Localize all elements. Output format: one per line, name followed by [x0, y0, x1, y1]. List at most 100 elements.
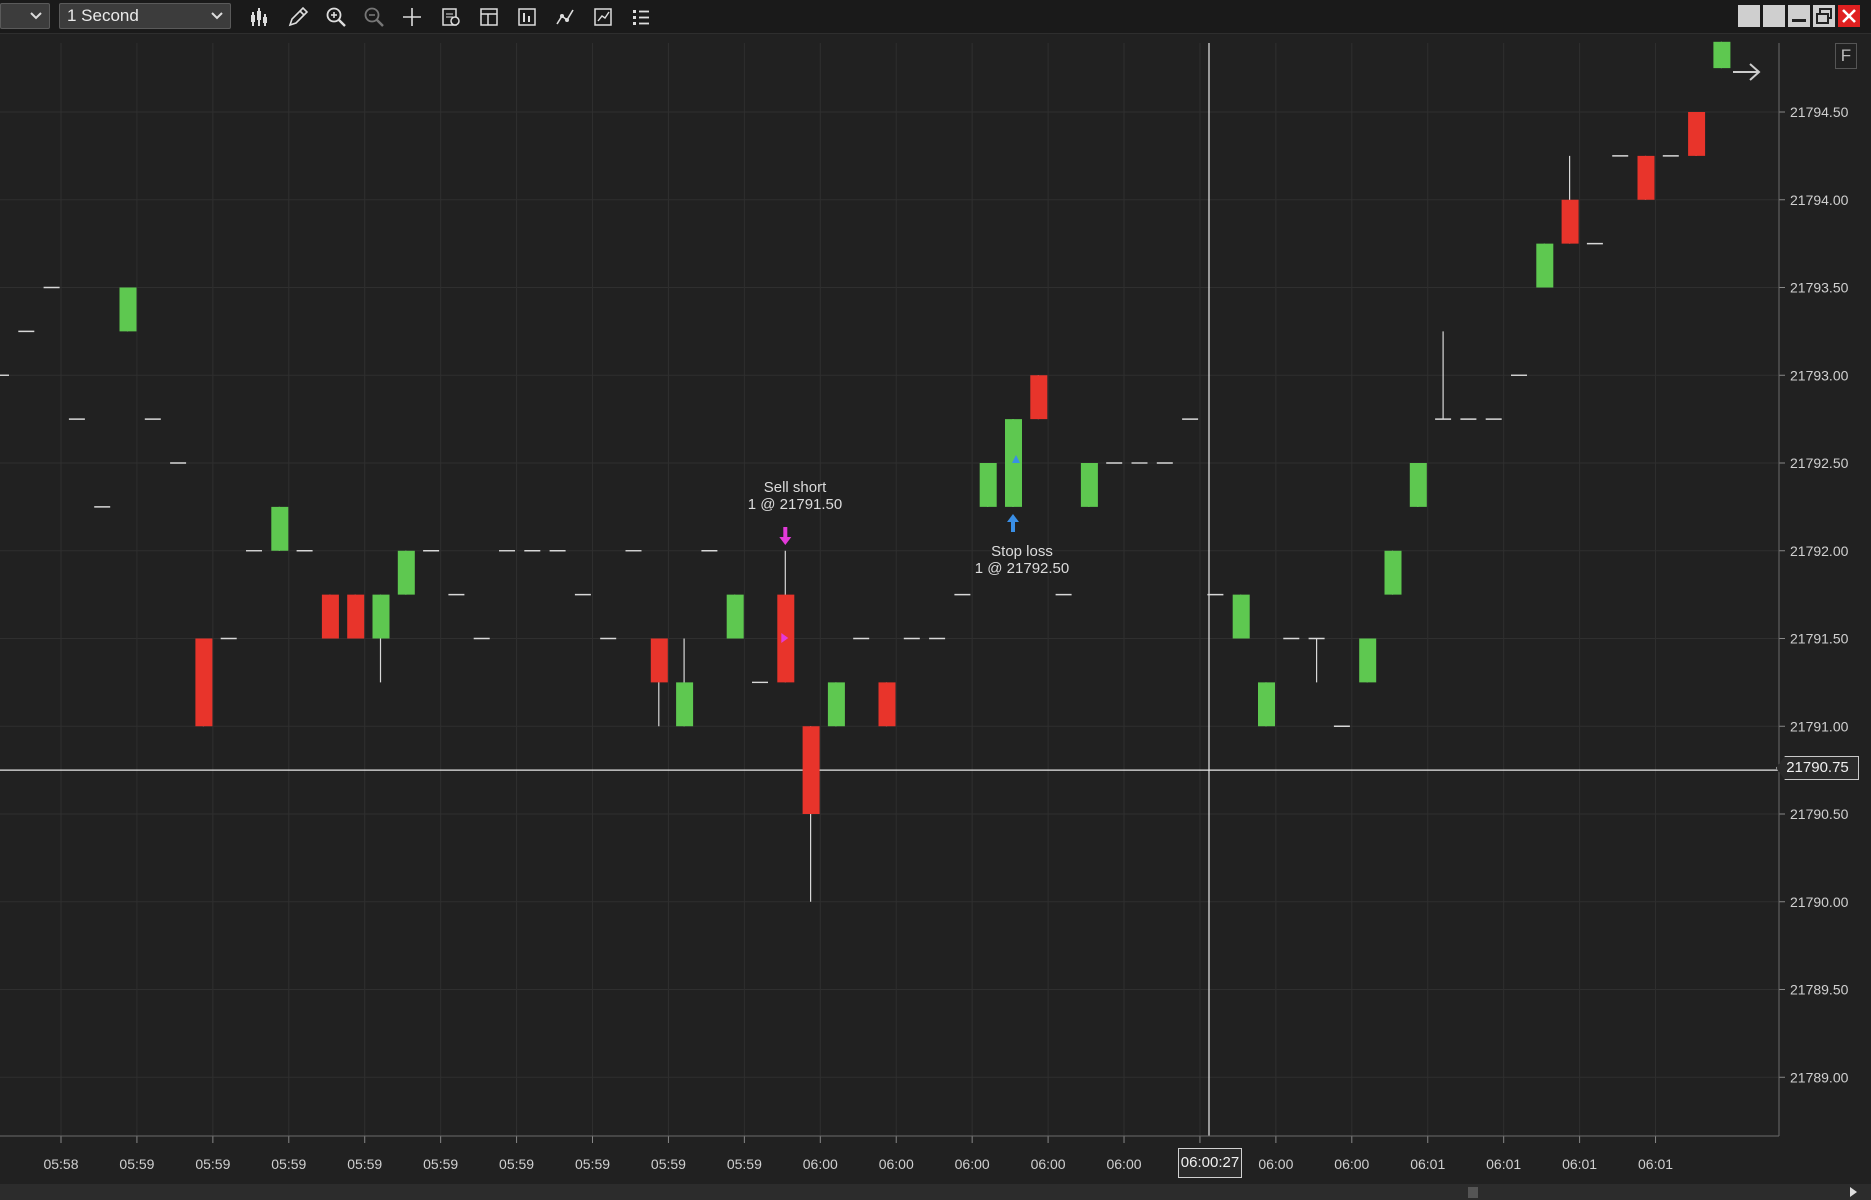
chevron-down-icon: [29, 4, 43, 35]
candle-body: [1030, 375, 1048, 420]
candle: [119, 287, 137, 332]
candle-body: [321, 594, 339, 639]
candle: [195, 638, 213, 727]
candle: [878, 682, 896, 727]
candle: [1080, 463, 1098, 507]
y-tick-label: 21794.00: [1790, 192, 1849, 208]
candle: [827, 682, 845, 727]
x-tick-label: 06:00: [803, 1156, 838, 1172]
fix-scale-button[interactable]: F: [1835, 43, 1857, 69]
x-tick-label: 05:59: [347, 1156, 382, 1172]
candle-body: [827, 682, 845, 727]
scroll-to-end-arrow-icon[interactable]: [1730, 60, 1764, 84]
candle: [777, 550, 795, 683]
tile-icon[interactable]: [1763, 5, 1785, 27]
candle: [1688, 112, 1706, 156]
x-tick-label: 06:00: [879, 1156, 914, 1172]
candle-body: [979, 463, 997, 507]
chevron-down-icon: [210, 4, 224, 35]
bar-type-icon[interactable]: [246, 4, 274, 30]
x-tick-label: 05:59: [423, 1156, 458, 1172]
x-tick-label: 06:01: [1410, 1156, 1445, 1172]
y-tick-label: 21792.00: [1790, 543, 1849, 559]
restore-icon[interactable]: [1813, 5, 1835, 27]
x-tick-label: 06:01: [1638, 1156, 1673, 1172]
sell-short-annotation: Sell short 1 @ 21791.50: [735, 479, 855, 513]
candle: [650, 638, 668, 727]
candle: [372, 594, 390, 683]
y-tick-label: 21789.00: [1790, 1069, 1849, 1085]
stop-loss-annotation: Stop loss 1 @ 21792.50: [962, 543, 1082, 577]
chart-trader-icon[interactable]: [513, 4, 541, 30]
minimize-icon[interactable]: [1788, 5, 1810, 27]
interval-value: 1 Second: [67, 6, 139, 25]
strategies-icon[interactable]: [589, 4, 617, 30]
candle-body: [1688, 112, 1706, 156]
candle-body: [726, 594, 744, 639]
x-tick-label: 05:59: [195, 1156, 230, 1172]
candle: [1384, 550, 1402, 595]
x-tick-label: 05:58: [43, 1156, 78, 1172]
instrument-selector[interactable]: [0, 3, 50, 29]
indicators-icon[interactable]: [551, 4, 579, 30]
candle-body: [271, 506, 289, 551]
y-tick-label: 21789.50: [1790, 982, 1849, 998]
candle: [802, 726, 820, 902]
crosshair-icon[interactable]: [398, 4, 426, 30]
candle-body: [1536, 243, 1554, 288]
x-tick-label: 06:00: [1031, 1156, 1066, 1172]
candle: [676, 638, 694, 727]
y-tick-label: 21792.50: [1790, 455, 1849, 471]
y-tick-label: 21794.50: [1790, 104, 1849, 120]
candle-body: [802, 726, 820, 814]
x-tick-label: 06:00: [1106, 1156, 1141, 1172]
candle: [1359, 638, 1377, 683]
candle-body: [1359, 638, 1377, 683]
properties-icon[interactable]: [437, 4, 465, 30]
tile-icon[interactable]: [1738, 5, 1760, 27]
x-tick-label: 05:59: [575, 1156, 610, 1172]
y-tick-label: 21793.50: [1790, 280, 1849, 296]
horizontal-scrollbar[interactable]: [0, 1184, 1871, 1200]
interval-selector[interactable]: 1 Second: [59, 3, 231, 29]
candle: [347, 594, 365, 639]
x-tick-label: 06:00: [1258, 1156, 1293, 1172]
x-tick-label: 06:00: [955, 1156, 990, 1172]
y-tick-label: 21790.00: [1790, 894, 1849, 910]
x-tick-label: 06:00: [1334, 1156, 1369, 1172]
templates-icon[interactable]: [475, 4, 503, 30]
candle: [1232, 594, 1250, 639]
close-icon[interactable]: [1838, 5, 1860, 27]
candle-body: [1561, 199, 1579, 244]
candle-body: [676, 682, 694, 727]
candle: [1637, 155, 1655, 200]
scroll-right-icon[interactable]: [1847, 1186, 1859, 1198]
candle-body: [650, 638, 668, 683]
stop-loss-label: Stop loss: [991, 543, 1053, 560]
zoom-out-icon[interactable]: [360, 4, 388, 30]
candle-body: [1232, 594, 1250, 639]
candle: [397, 550, 415, 595]
candle-body: [1258, 682, 1275, 727]
y-tick-label: 21790.50: [1790, 806, 1849, 822]
scrollbar-thumb[interactable]: [1468, 1187, 1478, 1198]
candle: [1561, 155, 1579, 244]
candle-body: [195, 638, 213, 727]
candle-body: [1713, 41, 1731, 69]
x-tick-label: 05:59: [727, 1156, 762, 1172]
zoom-in-icon[interactable]: [322, 4, 350, 30]
candle: [1308, 637, 1325, 683]
price-chart[interactable]: 21794.50 21794.00 21793.50 21793.00 21792.50…: [0, 33, 1871, 1184]
candle-body: [372, 594, 390, 639]
candle: [1409, 463, 1427, 507]
candle: [1030, 375, 1048, 420]
candle: [1258, 682, 1275, 727]
draw-pencil-icon[interactable]: [284, 4, 312, 30]
x-tick-label: 06:01: [1562, 1156, 1597, 1172]
candle-body: [1080, 463, 1098, 507]
y-tick-label: 21793.00: [1790, 367, 1849, 383]
candle-body: [1384, 550, 1402, 595]
sell-short-label: Sell short: [763, 479, 827, 496]
data-box-icon[interactable]: [627, 4, 655, 30]
stop-loss-detail: 1 @ 21792.50: [974, 560, 1070, 577]
